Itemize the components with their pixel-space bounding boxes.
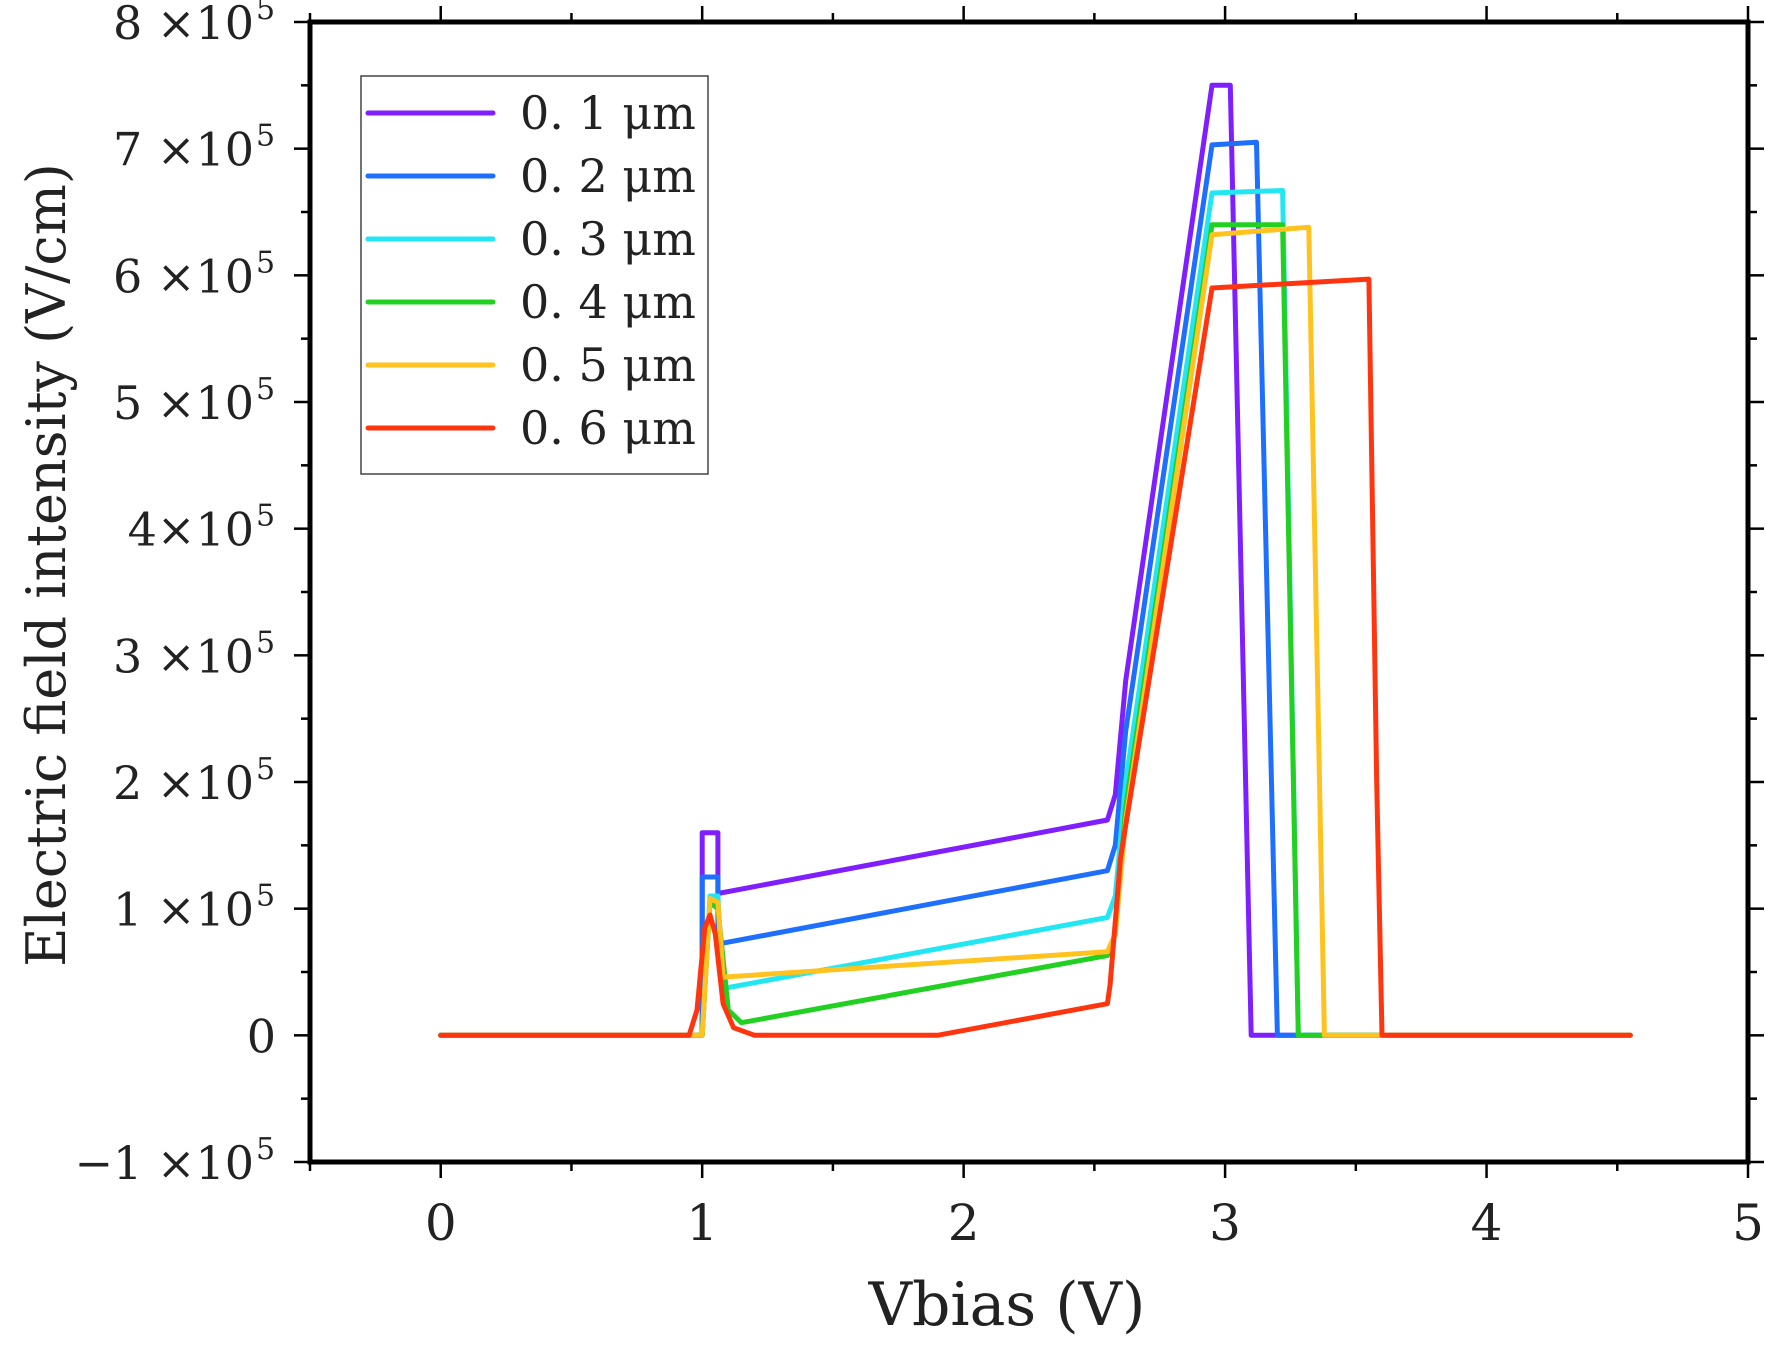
y-tick-exponent: 5 <box>256 879 275 914</box>
y-tick-exponent: 5 <box>256 245 275 280</box>
x-tick-label: 3 <box>1209 1194 1241 1252</box>
legend-label: 0. 6 μm <box>520 401 696 455</box>
x-tick-label: 0 <box>425 1194 457 1252</box>
y-tick-label: 7 ×10 <box>113 123 254 177</box>
y-tick-label: 8 ×10 <box>113 0 254 50</box>
y-tick-label: 1 ×10 <box>113 883 254 937</box>
plot-frame <box>307 19 1751 1165</box>
y-tick-exponent: 5 <box>256 752 275 787</box>
legend: 0. 1 μm 0. 2 μm 0. 3 μm 0. 4 μm 0. 5 μm 0. 6 … <box>360 75 709 475</box>
y-tick-exponent: 5 <box>256 119 275 154</box>
y-tick-exponent: 5 <box>256 0 275 27</box>
legend-label: 0. 1 μm <box>520 86 696 140</box>
x-tick-label: 4 <box>1471 1194 1503 1252</box>
legend-label: 0. 5 μm <box>520 338 696 392</box>
x-tick-label: 2 <box>948 1194 980 1252</box>
series-lines <box>438 82 1633 1038</box>
y-tick-label: 6 ×10 <box>113 249 254 303</box>
y-tick-label: 2 ×10 <box>113 756 254 810</box>
legend-box <box>360 75 709 475</box>
y-tick-label: −1 ×10 <box>74 1136 254 1190</box>
y-axis-title: Electric field intensity (V/cm) <box>15 163 78 967</box>
legend-label: 0. 4 μm <box>520 275 696 329</box>
y-tick-exponent: 5 <box>256 372 275 407</box>
series-line-6 <box>438 276 1633 1038</box>
y-tick-label: 4×10 <box>128 503 254 557</box>
y-tick-label: 0 <box>247 1009 276 1063</box>
legend-label: 0. 2 μm <box>520 149 696 203</box>
tick-labels: 0 1 2 3 4 58 ×10 57 ×10 56 ×10 55 ×10 54×10 53 ×10… <box>74 0 1763 1252</box>
x-tick-label: 1 <box>686 1194 718 1252</box>
y-tick-exponent: 5 <box>256 1132 275 1167</box>
y-tick-exponent: 5 <box>256 625 275 660</box>
y-tick-label: 5 ×10 <box>113 376 254 430</box>
y-tick-label: 3 ×10 <box>113 629 254 683</box>
legend-label: 0. 3 μm <box>520 212 696 266</box>
x-axis-title: Vbias (V) <box>868 1270 1146 1340</box>
y-tick-exponent: 5 <box>256 499 275 534</box>
x-tick-label: 5 <box>1732 1194 1764 1252</box>
